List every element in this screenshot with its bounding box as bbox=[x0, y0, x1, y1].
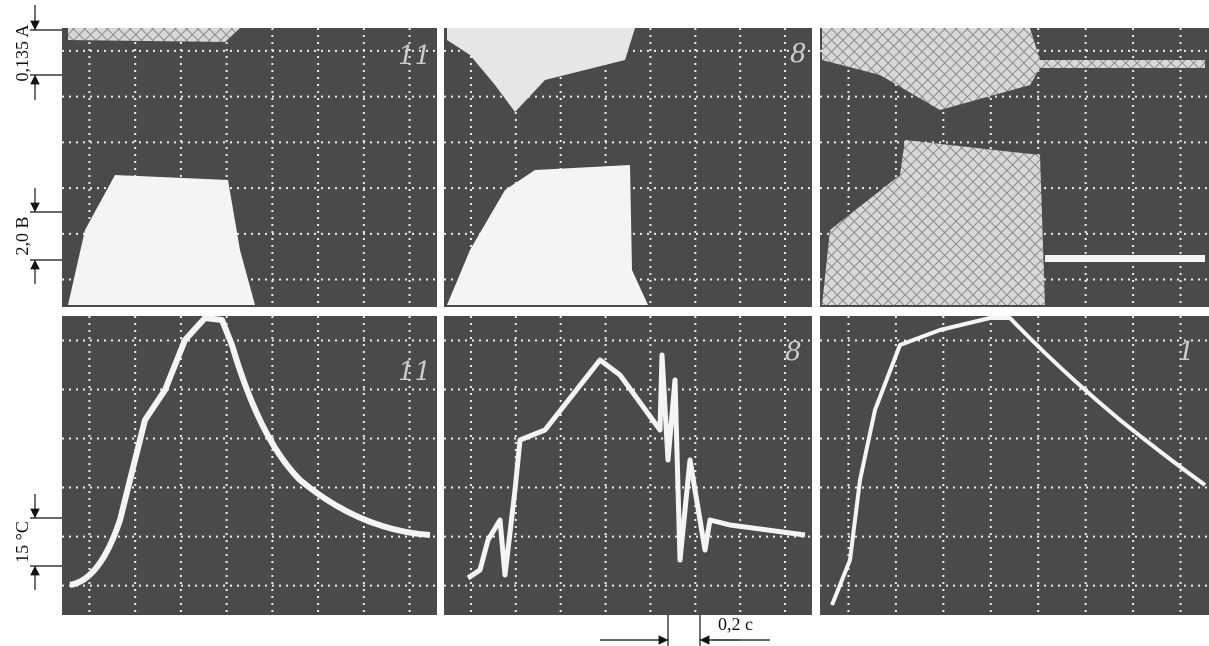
oscillogram bbox=[820, 316, 1209, 615]
current-scale: 0,135 A bbox=[12, 24, 32, 81]
time-scale: 0,2 c bbox=[718, 614, 753, 634]
panel-label: 8 bbox=[790, 39, 807, 69]
panel-label: 8 bbox=[785, 337, 802, 367]
temperature-scale: 15 °C bbox=[12, 521, 32, 563]
oscillogram bbox=[444, 316, 812, 615]
panels bbox=[62, 28, 1209, 615]
figure: 11 8 11 8 1 0,135 A 2,0 B 15 °C 0,2 c bbox=[0, 0, 1209, 646]
oscillogram bbox=[62, 316, 437, 615]
panel-label: 1 bbox=[1178, 337, 1195, 367]
page: 11 8 11 8 1 0,135 A 2,0 B 15 °C 0,2 c ((… bbox=[0, 0, 1209, 646]
panel-label: 11 bbox=[398, 357, 431, 387]
panel-label: 11 bbox=[398, 41, 431, 71]
voltage-scale: 2,0 B bbox=[12, 216, 32, 255]
